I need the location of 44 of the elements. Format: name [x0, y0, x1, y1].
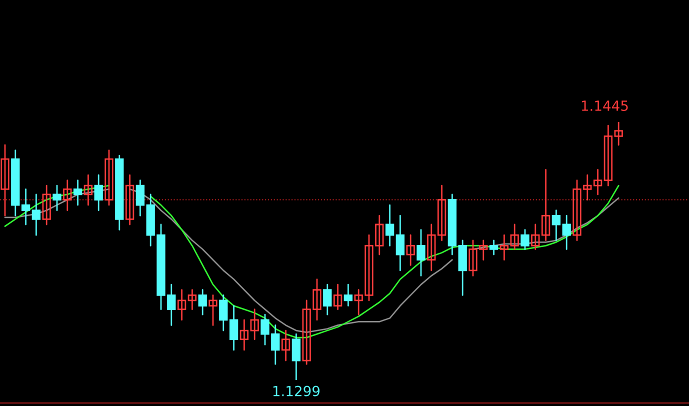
candlestick [52, 184, 62, 212]
candlestick [541, 169, 550, 242]
candlestick [510, 224, 519, 250]
candlestick [552, 210, 561, 242]
candlestick [323, 284, 332, 316]
candlestick [42, 184, 51, 226]
candlestick [32, 194, 41, 236]
candlestick [94, 174, 103, 212]
candlestick [125, 174, 134, 226]
annotation: 1.1299 [273, 386, 320, 396]
candlestick [344, 284, 353, 306]
candlestick [63, 180, 72, 212]
annotation: 1.1445 [582, 100, 628, 111]
candlestick [437, 184, 446, 242]
candlestick [531, 224, 540, 250]
candlestick [250, 308, 259, 340]
candlestick [21, 188, 30, 226]
candlestick [500, 234, 509, 261]
candlestick [593, 169, 602, 196]
candlestick [240, 319, 249, 351]
candlestick [208, 294, 218, 326]
candlestick [489, 240, 498, 256]
candlestick [333, 284, 342, 310]
candlestick [520, 229, 530, 250]
candlestick [292, 333, 301, 380]
candlestick [0, 144, 10, 216]
candlestick [406, 234, 415, 266]
candlestick [396, 214, 405, 272]
candlestick [177, 289, 186, 321]
candlestick [416, 229, 426, 276]
candlestick [73, 180, 82, 206]
candlestick [614, 122, 623, 146]
candlestick [104, 150, 114, 206]
candlestick [281, 330, 290, 362]
candlestick [604, 124, 613, 186]
candlestick [385, 204, 394, 246]
candlestick [188, 289, 197, 310]
candlestick [562, 214, 571, 250]
candlestick [219, 294, 228, 332]
candlestick [229, 305, 238, 351]
candlestick [84, 174, 93, 206]
candlestick [427, 224, 436, 272]
candlestick [198, 289, 207, 316]
candlestick [136, 180, 145, 216]
